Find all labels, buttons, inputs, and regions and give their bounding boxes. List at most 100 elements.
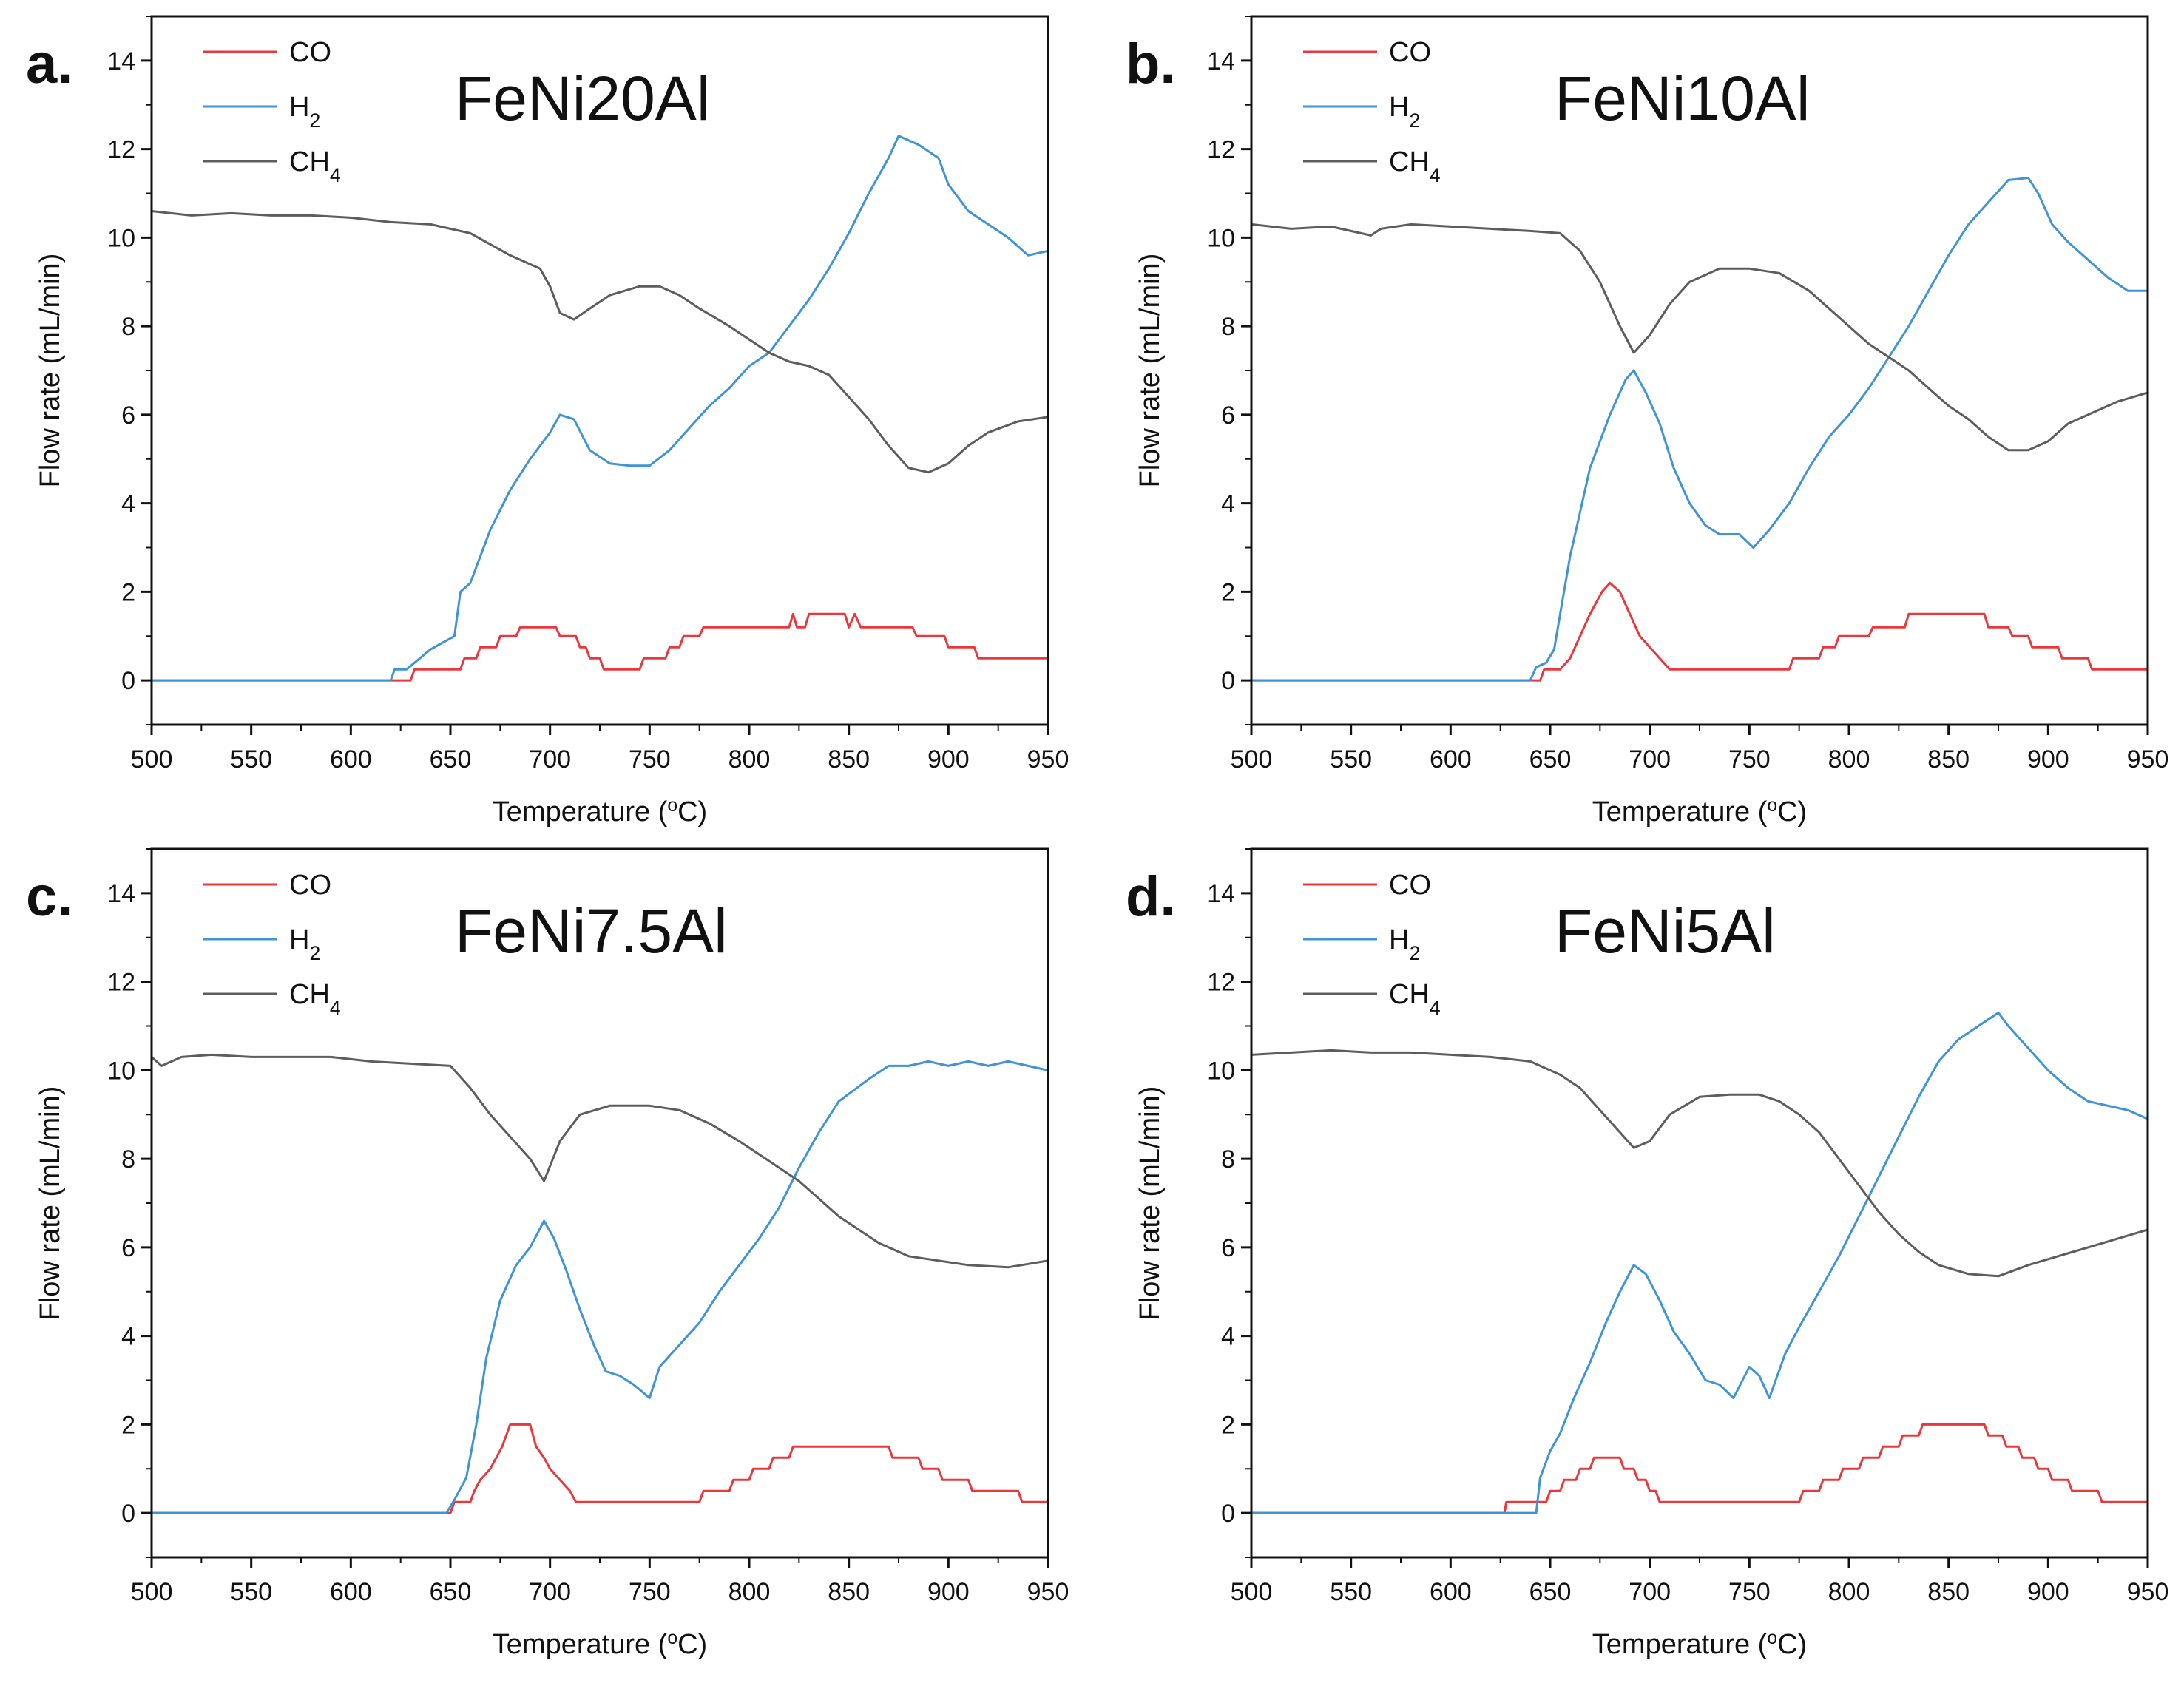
x-tick-label: 550 (1330, 1578, 1372, 1606)
series-line-ch4 (152, 210, 1048, 474)
series-line-h2 (152, 135, 1048, 682)
x-axis-title: Temperature (oC) (1592, 1628, 1807, 1661)
legend-label: CO (1389, 37, 1431, 68)
legend-label: CO (289, 37, 331, 68)
x-tick-label: 600 (1430, 745, 1472, 773)
x-tick-label: 600 (330, 1578, 372, 1606)
y-tick-label: 12 (107, 136, 135, 164)
y-axis-title: Flow rate (mL/min) (35, 254, 66, 488)
y-tick-label: 8 (121, 313, 135, 341)
legend: CO H2 CH4 (1303, 37, 1441, 186)
y-axis-title: Flow rate (mL/min) (1135, 254, 1166, 488)
series-line-co (152, 612, 1048, 682)
y-tick-label: 12 (1207, 136, 1235, 164)
chart-panel-4: 500 550 600 650 700 750 800 850 900 950 0 2 4 6 8 10 12 1… (1126, 847, 2169, 1661)
panel-title: FeNi7.5Al (455, 896, 728, 966)
x-tick-label: 850 (828, 745, 870, 773)
panel-title: FeNi10Al (1555, 64, 1810, 133)
panel-letter: d. (1126, 865, 1176, 928)
x-tick-label: 900 (2027, 1578, 2069, 1606)
series-line-h2 (152, 1060, 1048, 1514)
y-tick-label: 2 (121, 1411, 135, 1439)
y-tick-label: 0 (1221, 1500, 1235, 1528)
legend-label: H2 (289, 924, 320, 964)
legend: CO H2 CH4 (1303, 870, 1441, 1019)
x-tick-label: 850 (1927, 745, 1970, 773)
y-tick-label: 14 (1207, 47, 1235, 75)
y-axis-title: Flow rate (mL/min) (35, 1086, 66, 1321)
x-tick-label: 900 (927, 1578, 970, 1606)
x-tick-label: 950 (2127, 1578, 2169, 1606)
x-tick-label: 600 (1430, 1578, 1472, 1606)
x-tick-label: 650 (430, 1578, 472, 1606)
y-tick-label: 4 (121, 1323, 135, 1351)
panel-letter: b. (1126, 33, 1176, 95)
legend-label: CH4 (1389, 979, 1441, 1019)
y-axis-title: Flow rate (mL/min) (1135, 1086, 1166, 1321)
y-tick-label: 6 (121, 1234, 135, 1262)
x-tick-label: 750 (1728, 745, 1771, 773)
chart-panel-1: 500 550 600 650 700 750 800 850 900 950 0 2 4 6 8 10 12 1… (26, 15, 1069, 827)
series-line-h2 (1251, 1012, 2148, 1514)
series-group (152, 135, 1048, 682)
x-tick-label: 550 (230, 1578, 272, 1606)
x-tick-label: 800 (728, 745, 771, 773)
y-tick-label: 6 (121, 402, 135, 430)
panel-title: FeNi20Al (455, 64, 710, 133)
legend-label: CO (1389, 870, 1431, 901)
y-tick-label: 10 (107, 1057, 135, 1085)
x-tick-label: 900 (2027, 745, 2069, 773)
y-tick-label: 2 (1221, 1411, 1235, 1439)
y-tick-label: 12 (1207, 969, 1235, 997)
series-group (152, 1053, 1048, 1514)
x-axis-title: Temperature (oC) (1592, 796, 1807, 828)
x-tick-label: 950 (2127, 745, 2169, 773)
x-tick-label: 700 (529, 1578, 571, 1606)
y-tick-label: 0 (121, 667, 135, 695)
x-tick-label: 800 (1828, 745, 1870, 773)
x-tick-label: 800 (728, 1578, 771, 1606)
series-line-co (152, 1423, 1048, 1514)
series-line-ch4 (1251, 1049, 2148, 1278)
y-tick-label: 8 (1221, 1145, 1235, 1174)
panel-letter: c. (26, 865, 72, 928)
y-tick-label: 4 (1221, 1323, 1235, 1351)
x-axis-title: Temperature (oC) (493, 1628, 707, 1661)
legend-label: CH4 (289, 979, 341, 1019)
y-tick-label: 8 (121, 1145, 135, 1174)
y-tick-label: 14 (107, 880, 135, 908)
x-tick-label: 700 (1629, 745, 1671, 773)
series-line-co (1251, 1423, 2148, 1514)
chart-panel-2: 500 550 600 650 700 750 800 850 900 950 0 2 4 6 8 10 12 1… (1126, 15, 2169, 828)
y-tick-label: 14 (107, 47, 135, 75)
y-tick-label: 10 (107, 224, 135, 252)
y-tick-label: 2 (121, 578, 135, 606)
x-tick-label: 650 (430, 745, 472, 773)
legend-label: CH4 (1389, 146, 1441, 186)
x-tick-label: 550 (230, 745, 272, 773)
x-tick-label: 750 (1728, 1578, 1771, 1606)
legend-label: CO (289, 870, 331, 901)
panel-letter: a. (26, 33, 72, 95)
x-tick-label: 950 (1027, 1578, 1069, 1606)
legend-label: H2 (289, 92, 320, 132)
y-tick-label: 6 (1221, 1234, 1235, 1262)
series-line-ch4 (152, 1053, 1048, 1269)
y-tick-label: 10 (1207, 1057, 1235, 1085)
x-tick-label: 700 (1629, 1578, 1671, 1606)
x-tick-label: 850 (828, 1578, 870, 1606)
x-tick-label: 500 (131, 1578, 173, 1606)
x-tick-label: 750 (629, 745, 671, 773)
y-tick-label: 0 (121, 1500, 135, 1528)
x-tick-label: 750 (629, 1578, 671, 1606)
x-tick-label: 500 (1231, 745, 1273, 773)
y-tick-label: 14 (1207, 880, 1235, 908)
legend: CO H2 CH4 (203, 870, 341, 1019)
legend: CO H2 CH4 (203, 37, 341, 186)
y-tick-label: 4 (1221, 490, 1235, 518)
series-line-h2 (1251, 177, 2148, 682)
legend-label: CH4 (289, 146, 341, 186)
legend-label: H2 (1389, 924, 1420, 964)
x-tick-label: 900 (927, 745, 970, 773)
